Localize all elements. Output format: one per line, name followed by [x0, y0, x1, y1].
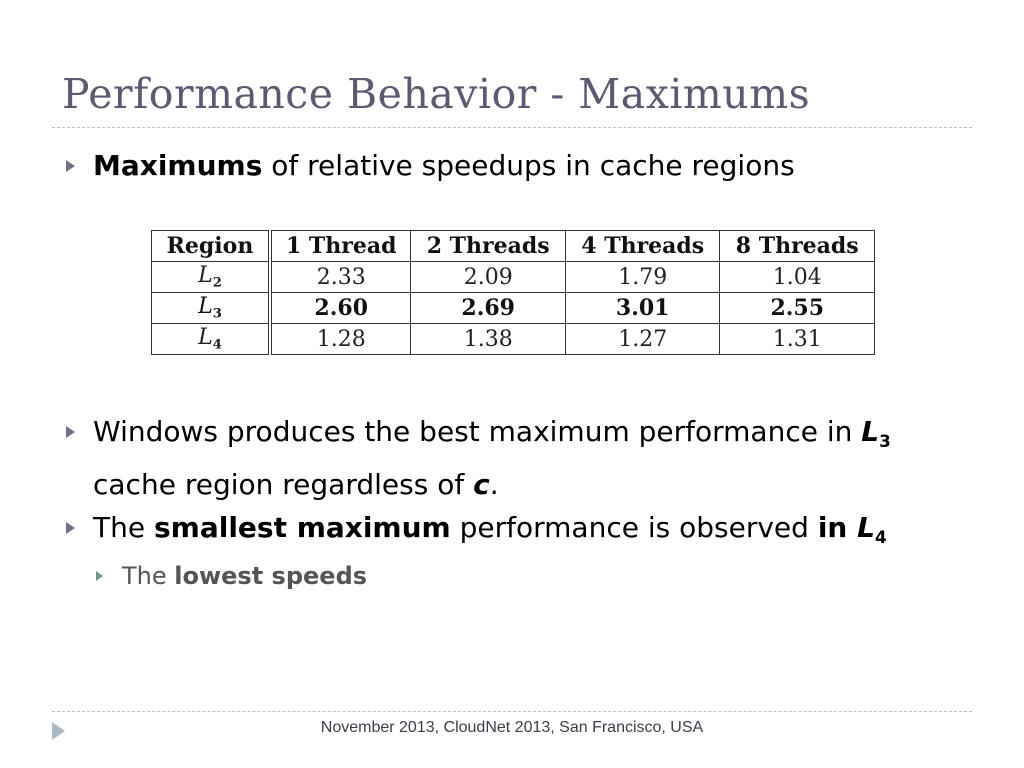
bullet-smallest-bold: smallest maximum: [153, 511, 451, 544]
l4-symbol: L: [857, 511, 875, 544]
bullet-maximums-text: of relative speedups in cache regions: [262, 149, 795, 182]
region-cell: L2: [151, 261, 272, 293]
l3-symbol: L: [861, 415, 880, 448]
region-subscript: 2: [212, 275, 222, 291]
bullet-smallest: The smallest maximum performance is obse…: [93, 506, 887, 559]
region-symbol: L: [198, 294, 213, 320]
table-cell: 2.33: [269, 261, 412, 293]
slide-title: Performance Behavior - Maximums: [62, 70, 811, 118]
bullet-smallest-prefix: The: [93, 511, 154, 544]
table-header: Region: [151, 230, 272, 262]
region-cell: L3: [151, 292, 272, 324]
table-header-row: Region 1 Thread 2 Threads 4 Threads 8 Th…: [151, 230, 875, 262]
bullet-arrow-icon: [66, 160, 75, 172]
table-cell: 2.60: [269, 292, 412, 324]
bullet-arrow-icon: [66, 522, 75, 534]
speedup-table: Region 1 Thread 2 Threads 4 Threads 8 Th…: [151, 230, 875, 355]
table-cell: 1.38: [410, 323, 566, 355]
sub-bullet-arrow-icon: [96, 571, 103, 581]
table-row: L4 1.28 1.38 1.27 1.31: [151, 323, 875, 355]
table-cell: 2.69: [410, 292, 566, 324]
table-header: 1 Thread: [269, 230, 412, 262]
bullet-arrow-icon: [66, 426, 75, 438]
region-cell: L4: [151, 323, 272, 355]
bullet-windows-period: .: [489, 467, 499, 501]
sub-bullet-lowest: The lowest speeds: [122, 554, 367, 598]
table-cell: 1.31: [719, 323, 875, 355]
table-cell: 1.27: [564, 323, 721, 355]
table-cell: 2.55: [719, 292, 875, 324]
bullet-smallest-bold2: in: [817, 511, 858, 544]
footer-arrow-icon: [52, 722, 65, 740]
table-cell: 1.04: [719, 261, 875, 293]
bullet-windows-line1: Windows produces the best maximum perfor…: [93, 415, 862, 448]
footer-text: November 2013, CloudNet 2013, San Franci…: [320, 719, 704, 736]
region-symbol: L: [198, 263, 213, 289]
table-cell: 1.79: [564, 261, 721, 293]
bullet-windows: Windows produces the best maximum perfor…: [93, 410, 891, 507]
table-header: 8 Threads: [719, 230, 875, 262]
table-cell: 1.28: [269, 323, 412, 355]
sub-bullet-bold: lowest speeds: [174, 562, 368, 590]
bullet-windows-line2: cache region regardless of: [93, 467, 474, 501]
bullet-maximums: Maximums of relative speedups in cache r…: [93, 144, 795, 188]
region-subscript: 3: [212, 306, 222, 322]
l3-subscript: 3: [879, 430, 891, 451]
table-cell: 3.01: [564, 292, 721, 324]
table-row: L2 2.33 2.09 1.79 1.04: [151, 261, 875, 293]
table-header: 4 Threads: [564, 230, 721, 262]
table-header: 2 Threads: [410, 230, 566, 262]
l4-subscript: 4: [874, 526, 887, 547]
table-cell: 2.09: [410, 261, 566, 293]
c-symbol: c: [473, 467, 490, 501]
sub-bullet-prefix: The: [122, 562, 175, 590]
bullet-smallest-middle: performance is observed: [450, 511, 818, 544]
bullet-maximums-bold: Maximums: [93, 149, 263, 182]
region-symbol: L: [198, 325, 213, 351]
region-subscript: 4: [212, 337, 222, 353]
table-row: L3 2.60 2.69 3.01 2.55: [151, 292, 875, 324]
title-divider: [52, 127, 972, 128]
footer-divider: [52, 711, 972, 712]
